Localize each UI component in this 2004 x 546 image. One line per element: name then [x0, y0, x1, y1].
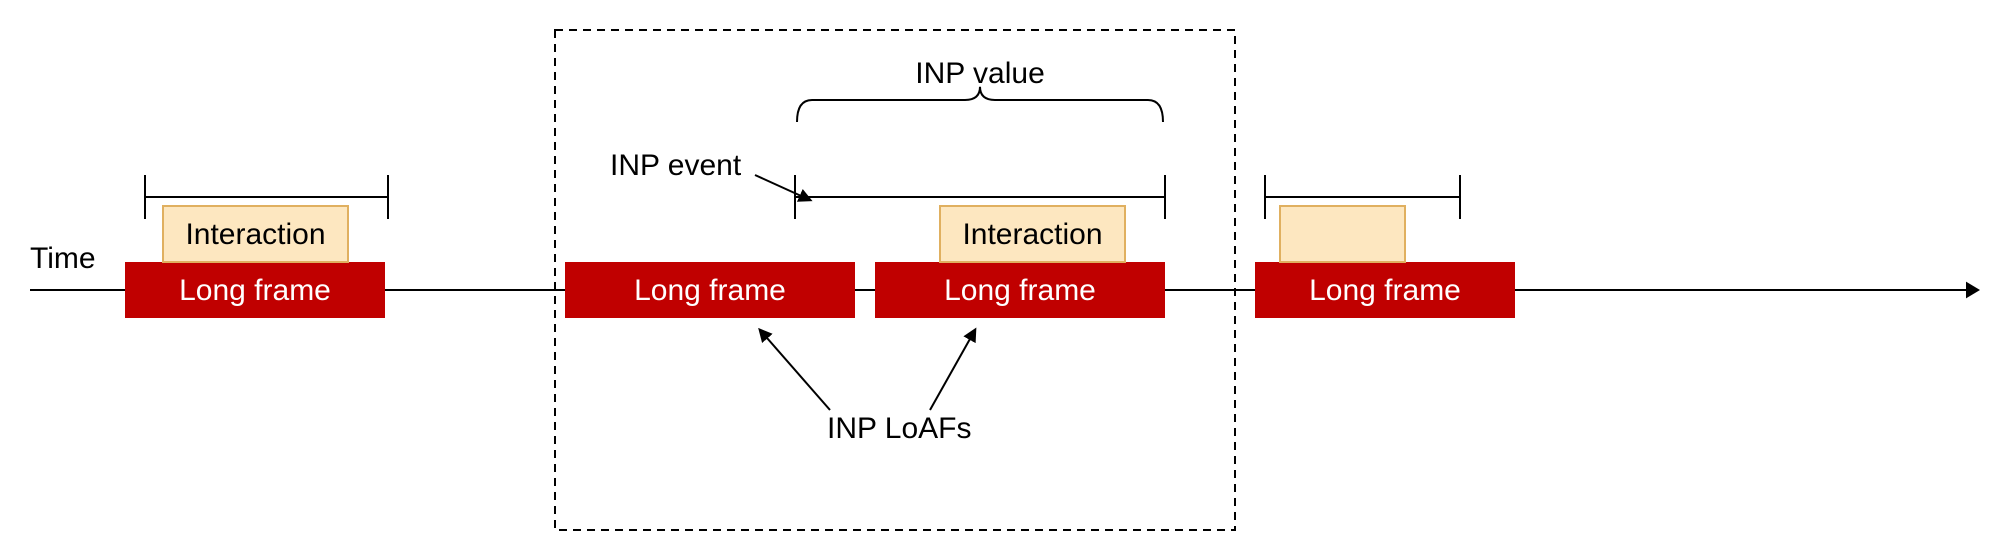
- interaction-i3: [1265, 175, 1460, 262]
- inp-loafs-label: INP LoAFs: [827, 412, 972, 445]
- long-frame-label: Long frame: [634, 274, 786, 307]
- long-frame-f2: Long frame: [565, 262, 855, 318]
- time-label: Time: [30, 242, 96, 275]
- inp-value-label: INP value: [915, 57, 1045, 90]
- interaction-label: Interaction: [962, 218, 1102, 251]
- inp-event-label: INP event: [610, 149, 742, 182]
- inp-loafs-arrow-1: [760, 330, 830, 410]
- interaction-i2: Interaction: [795, 175, 1165, 262]
- long-frame-label: Long frame: [1309, 274, 1461, 307]
- interaction-i1: Interaction: [145, 175, 388, 262]
- long-frame-label: Long frame: [179, 274, 331, 307]
- inp-value-brace: [797, 87, 1163, 122]
- long-frame-f4: Long frame: [1255, 262, 1515, 318]
- long-frame-f1: Long frame: [125, 262, 385, 318]
- interaction-label: Interaction: [185, 218, 325, 251]
- inp-event-arrow: [755, 175, 810, 200]
- long-frame-label: Long frame: [944, 274, 1096, 307]
- inp-loaf-diagram: Time Long frame Long frame Long frame Long f…: [0, 0, 2004, 546]
- inp-loafs-arrow-2: [930, 330, 975, 410]
- long-frame-f3: Long frame: [875, 262, 1165, 318]
